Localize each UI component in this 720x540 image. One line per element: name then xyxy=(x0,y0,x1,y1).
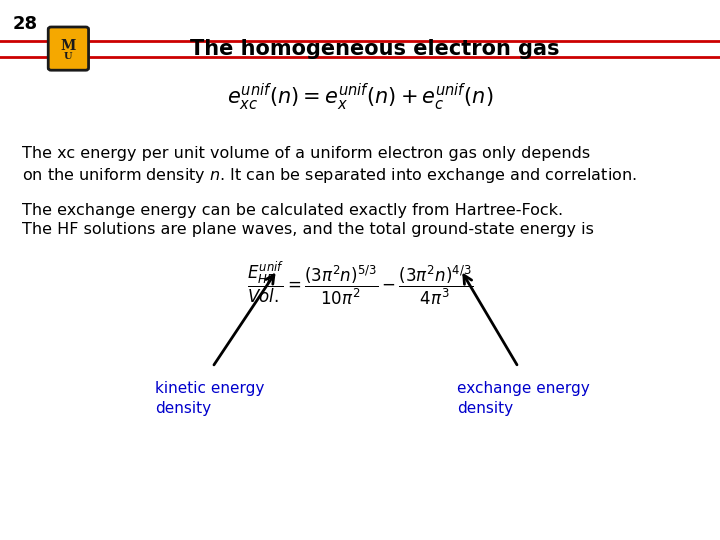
Text: 28: 28 xyxy=(13,15,38,33)
Text: The exchange energy can be calculated exactly from Hartree-Fock.: The exchange energy can be calculated ex… xyxy=(22,202,563,218)
Text: $e_{xc}^{unif}\left(n\right)= e_{x}^{unif}\left(n\right)+ e_{c}^{unif}\left(n\ri: $e_{xc}^{unif}\left(n\right)= e_{x}^{uni… xyxy=(227,82,493,113)
Text: $\dfrac{E_{HF}^{unif}}{Vol.} = \dfrac{(3\pi^2 n)^{5/3}}{10\pi^2} - \dfrac{(3\pi^: $\dfrac{E_{HF}^{unif}}{Vol.} = \dfrac{(3… xyxy=(247,260,473,307)
Text: exchange energy
density: exchange energy density xyxy=(457,381,590,415)
Text: M: M xyxy=(60,39,76,53)
Text: kinetic energy
density: kinetic energy density xyxy=(155,381,264,415)
Text: The xc energy per unit volume of a uniform electron gas only depends: The xc energy per unit volume of a unifo… xyxy=(22,146,590,161)
FancyBboxPatch shape xyxy=(48,27,89,70)
Text: The homogeneous electron gas: The homogeneous electron gas xyxy=(189,38,559,59)
Text: The HF solutions are plane waves, and the total ground-state energy is: The HF solutions are plane waves, and th… xyxy=(22,222,593,238)
Text: U: U xyxy=(64,52,73,61)
Text: on the uniform density $n$. It can be separated into exchange and correlation.: on the uniform density $n$. It can be se… xyxy=(22,166,636,185)
